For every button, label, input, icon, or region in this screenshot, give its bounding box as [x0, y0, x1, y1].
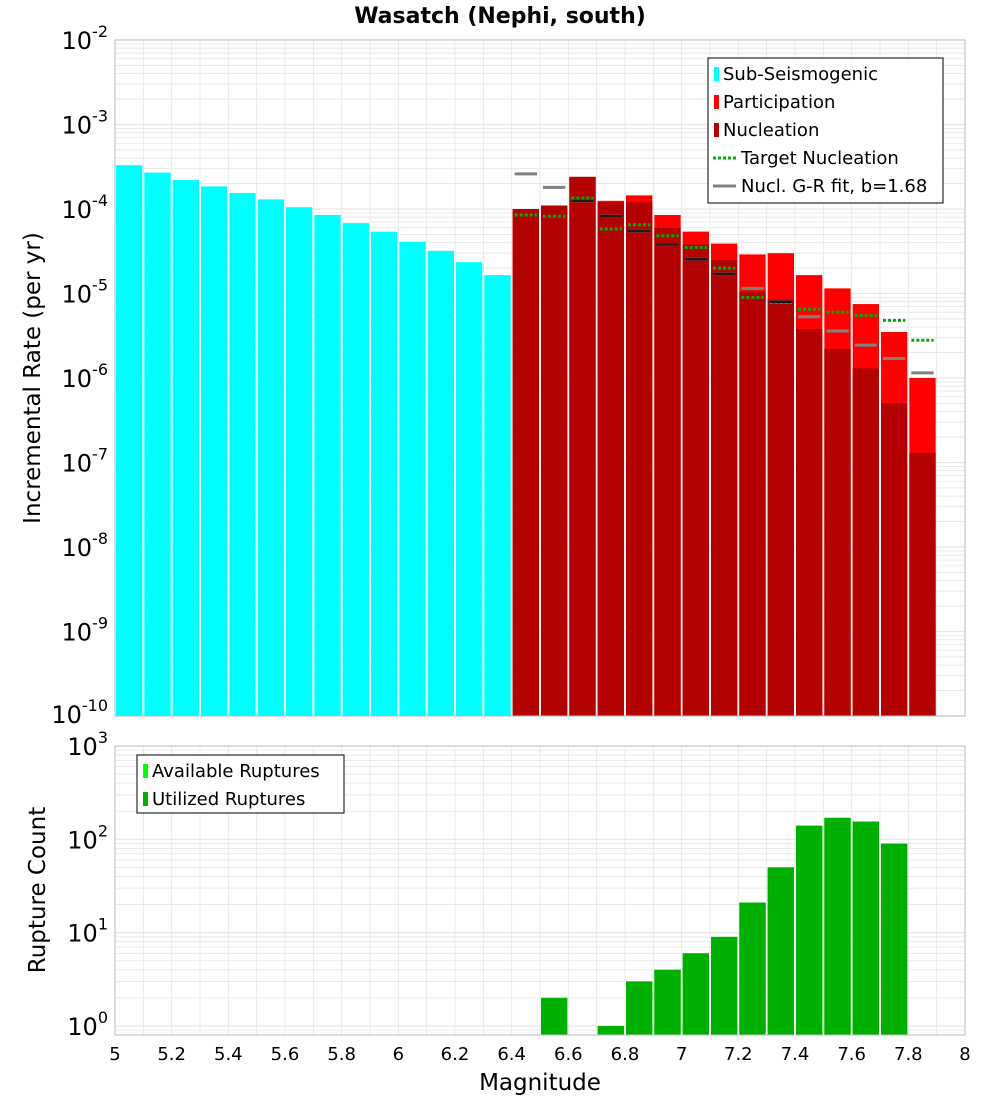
nucleation-bar [824, 349, 851, 716]
utilized-ruptures-bar [626, 981, 653, 1035]
x-tick-label: 6.2 [441, 1044, 470, 1065]
legend-label: Nucl. G-R fit, b=1.68 [741, 176, 927, 197]
nucleation-bar [597, 202, 624, 716]
legend-label: Target Nucleation [740, 148, 899, 169]
nucleation-bar [654, 227, 681, 716]
legend-label: Available Ruptures [152, 761, 320, 782]
nucleation-bar [541, 205, 568, 716]
nucleation-bar [796, 329, 823, 716]
legend-box [707, 57, 944, 204]
rate-y-ticks: 10-10 10-9 10-8 10-7 10-6 10-5 10-4 10-3 10-2 [51, 22, 108, 729]
y-tick-label: 103 [67, 728, 108, 761]
sub-seismogenic-bar [257, 199, 284, 717]
nucleation-bar [909, 452, 936, 716]
y-tick-label: 10-3 [62, 107, 109, 140]
legend-label: Participation [723, 92, 835, 113]
y-tick-label: 10-9 [62, 614, 109, 647]
legend-swatch [714, 67, 719, 81]
y-tick-label: 10-4 [62, 191, 109, 224]
legend-label: Sub-Seismogenic [723, 64, 878, 85]
sub-seismogenic-bar [427, 250, 454, 716]
y-tick-label: 10-7 [62, 445, 109, 478]
sub-seismogenic-bar [144, 172, 171, 717]
count-y-ticks: 100 101 102 103 [67, 728, 108, 1041]
utilized-ruptures-bar [881, 843, 908, 1035]
rate-plot-grid [114, 40, 966, 717]
chart-title: Wasatch (Nephi, south) [354, 4, 646, 29]
utilized-ruptures-bar [654, 969, 681, 1035]
x-axis-label: Magnitude [479, 1070, 601, 1096]
y-tick-label: 10-5 [62, 276, 109, 309]
rate-plot-marks [116, 165, 936, 717]
sub-seismogenic-bar [371, 231, 398, 716]
y-tick-label: 10-6 [62, 360, 109, 393]
legend-swatch [143, 764, 148, 778]
count-legend: Available Ruptures Utilized Ruptures [136, 754, 345, 814]
rate-y-axis-label: Incremental Rate (per yr) [20, 232, 46, 524]
count-plot-frame [114, 745, 966, 1036]
x-tick-label: 6.8 [611, 1044, 640, 1065]
y-tick-label: 10-10 [51, 696, 108, 729]
x-tick-label: 5.4 [214, 1044, 243, 1065]
legend-swatch [714, 123, 719, 137]
y-tick-label: 10-2 [62, 22, 109, 55]
x-tick-label: 6.4 [497, 1044, 526, 1065]
y-tick-label: 102 [67, 821, 108, 854]
utilized-ruptures-bar [597, 1025, 624, 1035]
nucleation-bar [512, 209, 539, 716]
x-tick-label: 7 [676, 1044, 687, 1065]
legend-swatch [714, 95, 719, 109]
legend-label: Utilized Ruptures [152, 789, 305, 810]
nucleation-bar [682, 244, 709, 716]
x-tick-label: 6 [393, 1044, 404, 1065]
utilized-ruptures-bar [682, 953, 709, 1035]
rate-plot-frame [114, 39, 966, 717]
x-ticks: 5 5.2 5.4 5.6 5.8 6 6.2 6.4 6.6 6.8 7 7.2 7.4 7.6 7.8 8 [109, 1044, 970, 1065]
sub-seismogenic-bar [456, 262, 483, 716]
x-tick-label: 7.2 [724, 1044, 753, 1065]
legend-box [136, 754, 345, 814]
count-y-axis-label: Rupture Count [25, 807, 51, 973]
nucleation-bar [626, 202, 653, 716]
utilized-ruptures-bar [852, 821, 879, 1035]
x-tick-label: 7.6 [837, 1044, 866, 1065]
nucleation-bar [767, 299, 794, 716]
nucleation-bar [711, 259, 738, 716]
sub-seismogenic-bar [116, 165, 143, 717]
legend-swatch [143, 792, 148, 806]
y-tick-label: 10-8 [62, 529, 109, 562]
utilized-ruptures-bar [739, 902, 766, 1035]
count-plot-marks [541, 817, 908, 1035]
sub-seismogenic-bar [484, 275, 511, 716]
sub-seismogenic-bar [399, 241, 426, 716]
utilized-ruptures-bar [796, 825, 823, 1035]
sub-seismogenic-bar [229, 192, 256, 716]
sub-seismogenic-bar [314, 214, 341, 716]
x-tick-label: 7.4 [781, 1044, 810, 1065]
utilized-ruptures-bar [541, 997, 568, 1035]
x-tick-label: 6.6 [554, 1044, 583, 1065]
sub-seismogenic-bar [342, 223, 369, 716]
x-tick-label: 5 [109, 1044, 120, 1065]
legend-label: Nucleation [723, 120, 819, 141]
nucleation-bar [881, 403, 908, 716]
x-tick-label: 7.8 [894, 1044, 923, 1065]
utilized-ruptures-bar [767, 867, 794, 1035]
sub-seismogenic-bar [201, 186, 228, 716]
x-tick-label: 5.6 [271, 1044, 300, 1065]
rate-legend: Sub-Seismogenic Participation Nucleation Ta… [707, 57, 944, 204]
nucleation-bar [569, 176, 596, 717]
y-tick-label: 101 [67, 915, 108, 948]
y-tick-label: 100 [67, 1008, 108, 1041]
utilized-ruptures-bar [711, 936, 738, 1035]
x-tick-label: 5.2 [157, 1044, 186, 1065]
sub-seismogenic-bar [172, 180, 199, 716]
x-tick-label: 8 [959, 1044, 970, 1065]
utilized-ruptures-bar [824, 817, 851, 1035]
nucleation-bar [852, 368, 879, 716]
x-tick-label: 5.8 [327, 1044, 356, 1065]
sub-seismogenic-bar [286, 207, 313, 716]
nucleation-bar [739, 291, 766, 716]
